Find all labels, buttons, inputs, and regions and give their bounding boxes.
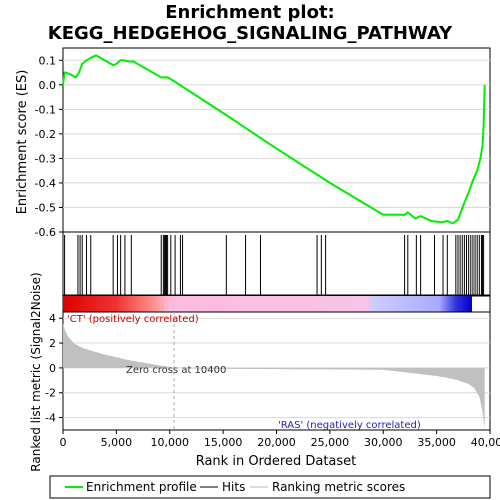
es-y-tick-label: -0.6 — [35, 226, 56, 239]
metric-y-tick-label: 4 — [49, 312, 56, 325]
es-y-tick-label: -0.3 — [35, 152, 56, 165]
chart-title-line2: KEGG_HEDGEHOG_SIGNALING_PATHWAY — [48, 23, 453, 44]
negative-correlation-label: 'RAS' (negatively correlated) — [278, 420, 421, 431]
x-tick-label: 40,000 — [471, 436, 500, 449]
x-tick-label: 15,000 — [204, 436, 243, 449]
metric-y-tick-label: -2 — [45, 387, 56, 400]
es-y-tick-label: -0.4 — [35, 177, 56, 190]
es-y-tick-label: 0.0 — [39, 79, 57, 92]
x-tick-label: 30,000 — [364, 436, 403, 449]
x-tick-label: 25,000 — [311, 436, 350, 449]
es-y-tick-label: 0.1 — [39, 54, 57, 67]
x-tick-label: 20,000 — [257, 436, 296, 449]
es-y-tick-label: -0.5 — [35, 201, 56, 214]
legend-enrichment-label: Enrichment profile — [86, 480, 197, 494]
legend-hits-label: Hits — [222, 480, 245, 494]
positive-correlation-label: 'CT' (positively correlated) — [67, 314, 199, 325]
metric-y-tick-label: -4 — [45, 412, 56, 425]
metric-y-axis-label: Ranked list metric (Signal2Noise) — [29, 272, 43, 471]
x-axis: 0 5,000 10,000 15,000 20,000 25,000 30,000 35,0… — [60, 430, 500, 449]
enrichment-profile-line — [62, 54, 486, 225]
x-axis-label: Rank in Ordered Dataset — [196, 454, 357, 469]
x-tick-label: 0 — [60, 436, 67, 449]
chart-title-line1: Enrichment plot: — [165, 2, 335, 23]
rank-color-bar — [62, 295, 491, 313]
metric-y-tick-label: 0 — [49, 362, 56, 375]
x-tick-label: 5,000 — [101, 436, 133, 449]
es-panel: 0.1 0.0 -0.1 -0.2 -0.3 -0.4 -0.5 -0.6 — [35, 47, 491, 239]
es-y-axis-label: Enrichment score (ES) — [15, 70, 30, 215]
legend: Enrichment profile Hits Ranking metric s… — [49, 475, 491, 499]
ranking-metric-panel: Zero cross at 10400 'CT' (positively cor… — [45, 311, 491, 431]
legend-metric-label: Ranking metric scores — [272, 480, 405, 494]
es-y-tick-label: -0.1 — [35, 103, 56, 116]
hits-panel — [62, 231, 491, 296]
zero-cross-label: Zero cross at 10400 — [126, 365, 226, 376]
es-y-tick-label: -0.2 — [35, 128, 56, 141]
x-tick-label: 10,000 — [151, 436, 190, 449]
x-tick-label: 35,000 — [417, 436, 456, 449]
metric-y-tick-label: 2 — [49, 337, 56, 350]
